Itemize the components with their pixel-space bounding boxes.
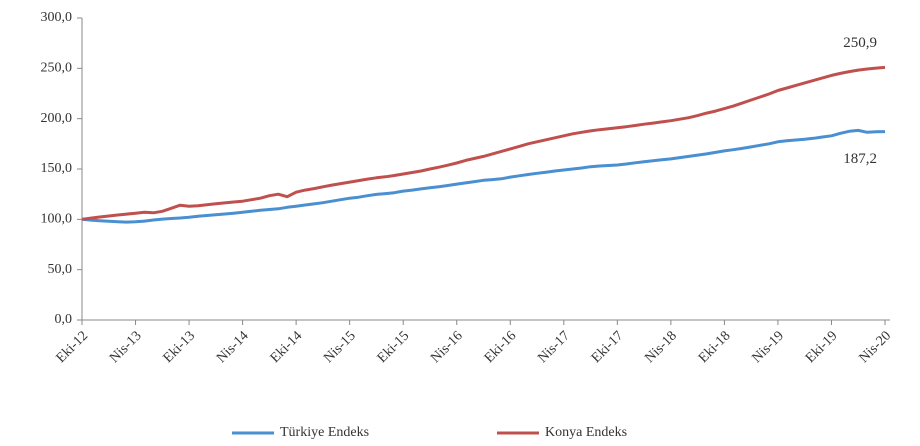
annotation: 187,2 (843, 151, 877, 167)
y-tick-label: 100,0 (41, 212, 73, 227)
x-tick-label: Eki-17 (589, 328, 627, 366)
y-tick-label: 0,0 (55, 312, 73, 327)
annotation: 250,9 (843, 35, 877, 51)
y-tick-label: 200,0 (41, 111, 73, 126)
x-tick-label: Eki-12 (54, 328, 92, 366)
legend-label: Türkiye Endeks (280, 425, 369, 440)
series-line (81, 65, 886, 221)
x-tick-label: Eki-13 (161, 328, 199, 366)
x-tick-label: Nis-16 (428, 328, 466, 366)
y-tick-label: 250,0 (41, 61, 73, 76)
x-tick-label: Eki-15 (375, 328, 413, 366)
x-tick-label: Nis-14 (214, 328, 252, 366)
y-tick-label: 50,0 (48, 262, 73, 277)
series-line (81, 128, 886, 224)
x-tick-label: Nis-19 (749, 328, 787, 366)
x-tick-label: Eki-14 (268, 328, 306, 366)
x-tick-label: Nis-15 (321, 328, 359, 366)
x-tick-label: Nis-13 (107, 328, 145, 366)
x-tick-label: Nis-17 (535, 328, 573, 366)
x-tick-label: Nis-20 (857, 328, 895, 366)
x-tick-label: Eki-16 (482, 328, 520, 366)
y-tick-label: 300,0 (41, 10, 73, 25)
legend-label: Konya Endeks (545, 425, 627, 440)
x-tick-label: Nis-18 (642, 328, 680, 366)
x-tick-label: Eki-19 (803, 328, 841, 366)
y-tick-label: 150,0 (41, 161, 73, 176)
x-tick-label: Eki-18 (696, 328, 734, 366)
